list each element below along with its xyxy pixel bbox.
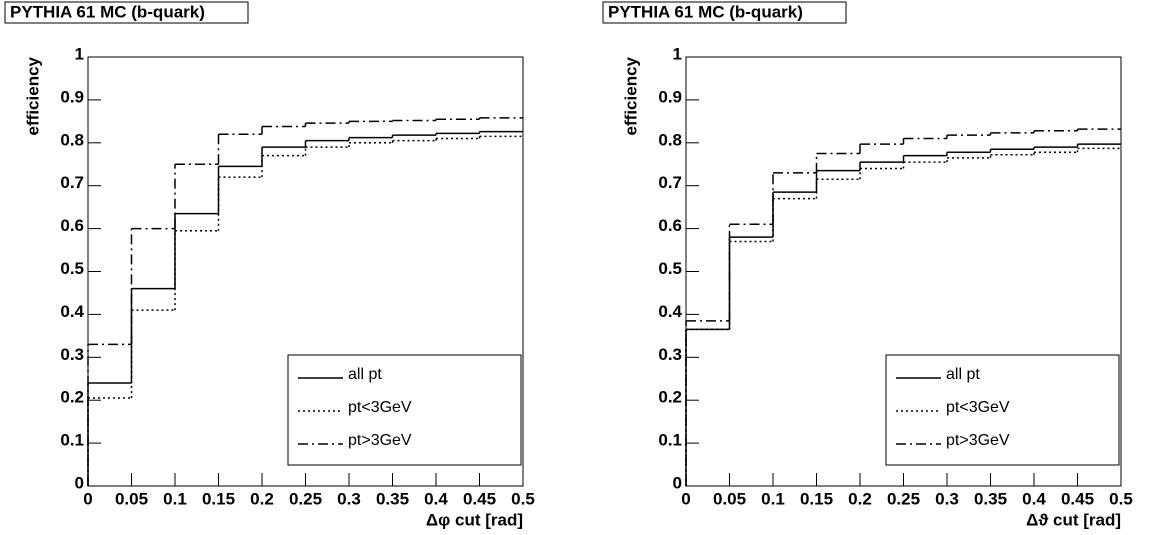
y-tick-label: 0.5	[60, 259, 84, 278]
y-tick-label: 1	[673, 44, 682, 63]
y-tick-label: 0.9	[658, 87, 682, 106]
y-tick-label: 0.4	[658, 302, 682, 321]
title-box	[602, 1, 847, 24]
x-axis-label: Δφ cut [rad]	[426, 510, 523, 529]
legend-label: pt>3GeV	[348, 432, 412, 449]
legend-label: all pt	[946, 366, 980, 383]
y-tick-label: 0.6	[60, 216, 84, 235]
x-tick-label: 0.4	[1022, 489, 1046, 508]
legend-box	[885, 354, 1120, 466]
x-axis-label: Δϑ cut [rad]	[1026, 510, 1121, 529]
y-axis-label: efficiency	[621, 56, 640, 135]
y-tick-label: 0.7	[60, 173, 84, 192]
x-tick-label: 0.5	[511, 489, 535, 508]
chart-title: PYTHIA 61 MC (b-quark)	[608, 2, 803, 21]
y-tick-label: 0.2	[60, 388, 84, 407]
y-tick-label: 0.7	[658, 173, 682, 192]
y-tick-label: 0.1	[658, 431, 682, 450]
y-tick-label: 0.3	[60, 345, 84, 364]
y-tick-label: 0.9	[60, 87, 84, 106]
panel: PYTHIA 61 MC (b-quark) 0 0.1 0.2 0.3 0.4 0.5 0.…	[4, 1, 535, 529]
x-tick-label: 0.45	[463, 489, 496, 508]
x-tick-label: 0.5	[1109, 489, 1133, 508]
x-tick-label: 0	[681, 489, 690, 508]
x-tick-label: 0.15	[800, 489, 833, 508]
y-tick-label: 0	[673, 473, 682, 492]
y-tick-label: 0.1	[60, 431, 84, 450]
y-tick-label: 0.6	[658, 216, 682, 235]
y-axis-label: efficiency	[23, 56, 42, 135]
legend-label: all pt	[348, 366, 382, 383]
y-tick-label: 0.3	[658, 345, 682, 364]
x-tick-label: 0.05	[115, 489, 148, 508]
legend-label: pt>3GeV	[946, 432, 1010, 449]
x-tick-label: 0.1	[761, 489, 785, 508]
y-tick-label: 0	[75, 473, 84, 492]
y-tick-label: 1	[75, 44, 84, 63]
y-tick-label: 0.2	[658, 388, 682, 407]
x-tick-label: 0.1	[163, 489, 187, 508]
legend-label: pt<3GeV	[348, 399, 412, 416]
x-tick-label: 0.35	[974, 489, 1007, 508]
y-tick-label: 0.8	[60, 130, 84, 149]
x-tick-label: 0.35	[376, 489, 409, 508]
x-tick-label: 0	[83, 489, 92, 508]
x-tick-label: 0.2	[250, 489, 274, 508]
x-tick-label: 0.3	[337, 489, 361, 508]
x-tick-label: 0.25	[887, 489, 920, 508]
chart-title: PYTHIA 61 MC (b-quark)	[10, 2, 205, 21]
y-tick-label: 0.8	[658, 130, 682, 149]
x-tick-label: 0.3	[935, 489, 959, 508]
legend-box	[287, 354, 522, 466]
panel: PYTHIA 61 MC (b-quark) 0 0.1 0.2 0.3 0.4 0.5 0.…	[602, 1, 1133, 529]
title-box	[4, 1, 249, 24]
x-tick-label: 0.45	[1061, 489, 1094, 508]
legend-label: pt<3GeV	[946, 399, 1010, 416]
x-tick-label: 0.25	[289, 489, 322, 508]
x-tick-label: 0.2	[848, 489, 872, 508]
x-tick-label: 0.05	[713, 489, 746, 508]
y-tick-label: 0.4	[60, 302, 84, 321]
x-tick-label: 0.15	[202, 489, 235, 508]
x-tick-label: 0.4	[424, 489, 448, 508]
y-tick-label: 0.5	[658, 259, 682, 278]
